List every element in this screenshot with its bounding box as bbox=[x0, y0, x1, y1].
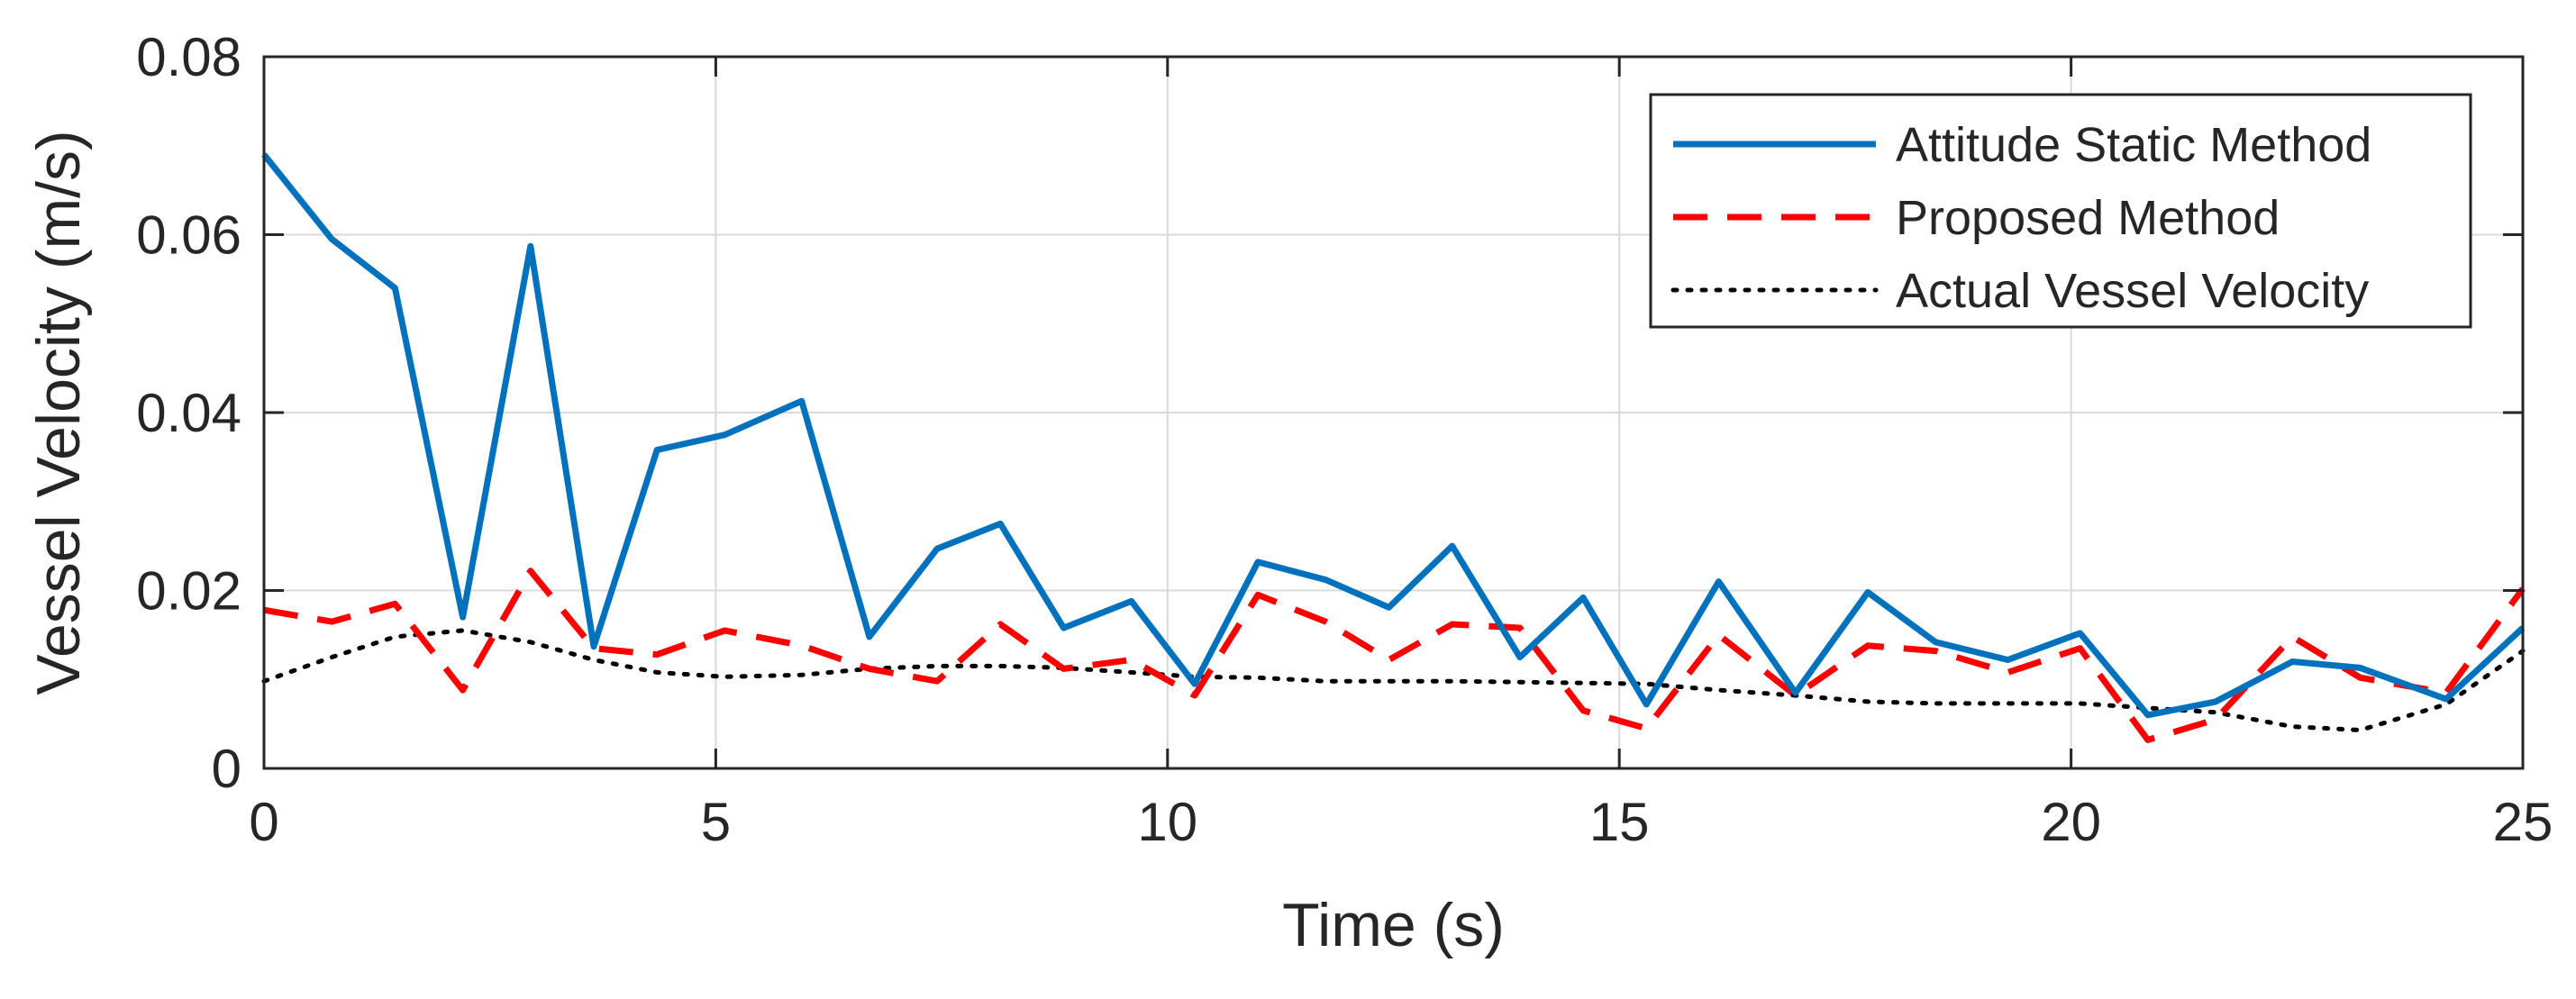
y-tick-label: 0.06 bbox=[136, 205, 241, 266]
x-tick-label: 20 bbox=[2041, 792, 2101, 852]
x-tick-label: 15 bbox=[1589, 792, 1650, 852]
x-axis-title: Time (s) bbox=[1282, 891, 1505, 959]
series-line-0 bbox=[261, 152, 2526, 719]
legend-label-0: Attitude Static Method bbox=[1896, 118, 2371, 172]
x-tick-label: 25 bbox=[2493, 792, 2553, 852]
legend-label-1: Proposed Method bbox=[1896, 191, 2280, 245]
legend: Attitude Static Method Proposed Method Act… bbox=[1649, 93, 2472, 329]
y-tick-label: 0.08 bbox=[136, 27, 241, 87]
x-tick-label: 10 bbox=[1137, 792, 1197, 852]
x-tick-label: 5 bbox=[701, 792, 731, 852]
grid-layer bbox=[264, 57, 2523, 768]
series-layer bbox=[261, 152, 2526, 743]
legend-label-2: Actual Vessel Velocity bbox=[1896, 264, 2369, 318]
tick-layer: 0 5 10 15 20 25 0 0.02 0.04 0.06 0.08 bbox=[136, 27, 2553, 852]
series-line-1 bbox=[263, 568, 2526, 743]
y-tick-label: 0 bbox=[212, 739, 241, 799]
x-tick-label: 0 bbox=[249, 792, 278, 852]
series-line-2 bbox=[261, 628, 2526, 732]
y-tick-label: 0.04 bbox=[136, 383, 241, 443]
y-axis-title: Vessel Velocity (m/s) bbox=[24, 130, 93, 695]
y-tick-label: 0.02 bbox=[136, 561, 241, 622]
